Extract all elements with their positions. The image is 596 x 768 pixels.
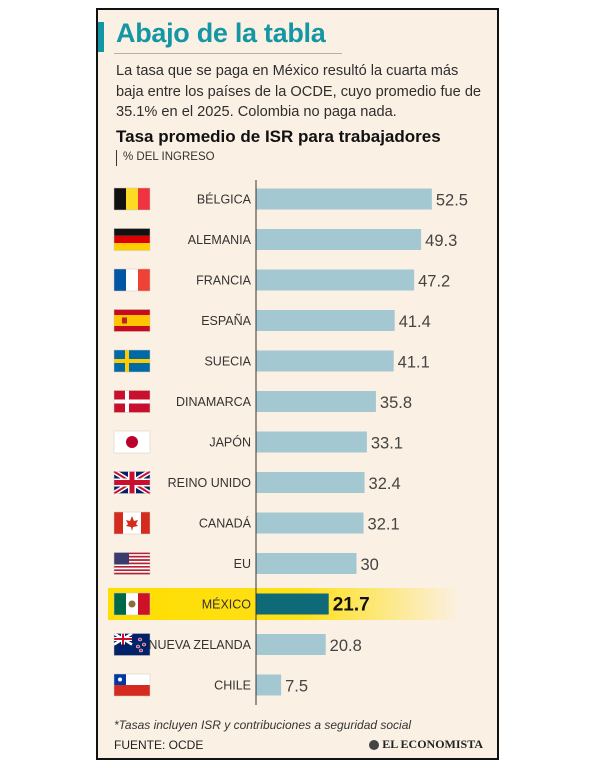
bar bbox=[256, 229, 422, 250]
bar bbox=[256, 350, 394, 372]
page-title: Abajo de la tabla bbox=[116, 18, 326, 48]
category-label: NUEVA ZELANDA bbox=[148, 638, 251, 652]
chart-title: Tasa promedio de ISR para trabajadores bbox=[116, 127, 441, 146]
mexico-flag-icon bbox=[113, 592, 151, 616]
source-label: FUENTE: OCDE bbox=[114, 738, 204, 752]
category-label: JAPÓN bbox=[209, 435, 251, 450]
bar bbox=[256, 634, 326, 655]
united-kingdom-flag-icon bbox=[112, 469, 152, 496]
data-label: 20.8 bbox=[330, 637, 362, 655]
footnote: *Tasas incluyen ISR y contribuciones a s… bbox=[114, 718, 412, 732]
category-label: MÉXICO bbox=[202, 597, 252, 612]
sweden-flag-icon bbox=[113, 349, 151, 373]
new-zealand-flag-icon bbox=[113, 632, 151, 656]
bar bbox=[256, 472, 365, 493]
bar bbox=[256, 512, 364, 534]
title-accent-bar bbox=[98, 22, 104, 52]
data-label: 35.8 bbox=[380, 394, 412, 412]
category-label: ESPAÑA bbox=[201, 314, 251, 328]
category-label: DINAMARCA bbox=[176, 395, 252, 409]
unit-divider bbox=[116, 150, 117, 166]
belgium-flag-icon bbox=[113, 187, 151, 211]
category-label: SUECIA bbox=[204, 355, 251, 369]
brand-icon bbox=[369, 739, 380, 750]
data-label: 21.7 bbox=[333, 595, 370, 616]
bar bbox=[256, 593, 329, 615]
chart-unit-label: % DEL INGRESO bbox=[123, 151, 215, 163]
usa-flag-icon bbox=[113, 552, 151, 575]
data-label: 33.1 bbox=[371, 435, 403, 453]
bar bbox=[256, 269, 415, 291]
canada-flag-icon bbox=[113, 511, 151, 535]
data-label: 52.5 bbox=[436, 192, 468, 210]
category-label: EU bbox=[234, 557, 251, 571]
france-flag-icon bbox=[113, 268, 151, 292]
category-label: ALEMANIA bbox=[188, 233, 252, 247]
brand-name: EL ECONOMISTA bbox=[382, 737, 483, 751]
data-label: 30 bbox=[361, 556, 379, 574]
data-label: 32.4 bbox=[369, 475, 401, 493]
subtitle: La tasa que se paga en México resultó la… bbox=[116, 63, 482, 120]
data-label: 49.3 bbox=[425, 232, 457, 250]
bar-chart: BÉLGICA 52.5 ALEMANIA 49.3 FRANCIA 47.2 ESPAÑA… bbox=[108, 180, 468, 705]
japan-flag-icon bbox=[113, 430, 151, 454]
bar bbox=[256, 674, 282, 696]
category-label: BÉLGICA bbox=[197, 192, 252, 207]
title-divider bbox=[114, 53, 342, 54]
bar bbox=[256, 310, 395, 331]
bar bbox=[256, 188, 432, 210]
data-label: 47.2 bbox=[418, 273, 450, 291]
category-label: CHILE bbox=[214, 679, 251, 693]
data-label: 41.1 bbox=[398, 354, 430, 372]
data-label: 32.1 bbox=[368, 516, 400, 534]
data-label: 41.4 bbox=[399, 313, 431, 331]
infographic-card: Abajo de la tabla La tasa que se paga en… bbox=[96, 8, 499, 760]
category-label: REINO UNIDO bbox=[168, 476, 252, 490]
denmark-flag-icon bbox=[113, 390, 151, 413]
chile-flag-icon bbox=[113, 673, 151, 697]
category-label: CANADÁ bbox=[199, 516, 252, 531]
category-label: FRANCIA bbox=[196, 274, 252, 288]
data-label: 7.5 bbox=[285, 678, 308, 696]
bar bbox=[256, 553, 357, 574]
spain-flag-icon bbox=[113, 309, 151, 332]
bar bbox=[256, 431, 367, 453]
bar bbox=[256, 391, 376, 412]
brand-logo: EL ECONOMISTA bbox=[369, 737, 483, 752]
germany-flag-icon bbox=[113, 228, 151, 251]
